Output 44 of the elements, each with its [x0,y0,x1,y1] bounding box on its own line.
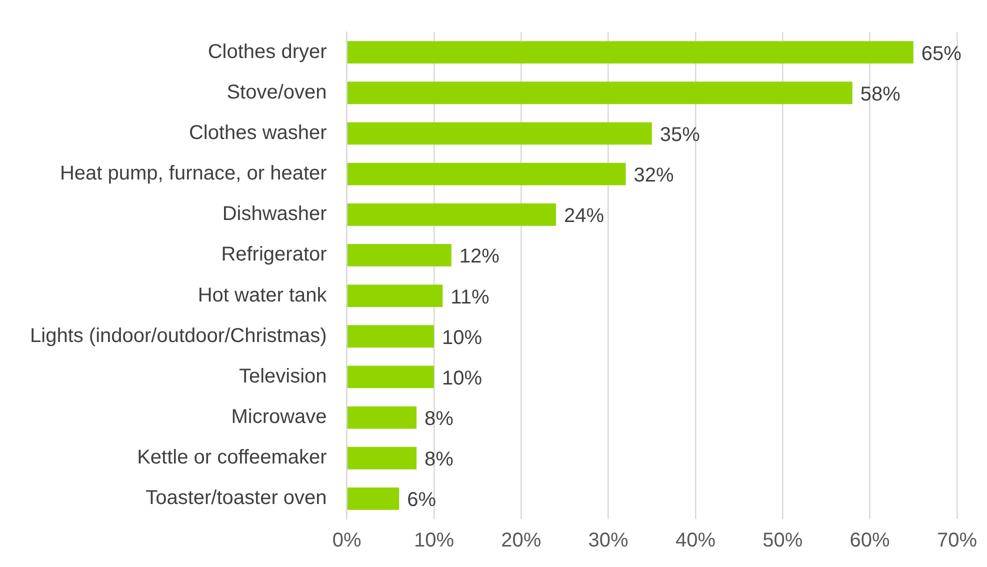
x-tick-label: 50% [762,530,803,552]
data-label: 35% [660,124,700,146]
bar [347,366,434,388]
x-tick-label: 60% [850,530,890,552]
x-tick-label: 10% [414,530,454,552]
data-label: 6% [407,489,436,512]
data-label: 8% [424,408,454,430]
bar [347,325,434,348]
x-tick-label: 30% [588,530,629,552]
bar [347,244,452,266]
data-label: 10% [442,326,482,349]
bar [347,162,626,186]
data-label: 24% [564,205,604,228]
bar [347,284,443,308]
bar [347,487,400,510]
data-label: 32% [634,164,674,187]
x-tick-label: 40% [675,530,716,552]
x-tick-label: 0% [332,530,362,552]
y-tick-label: Toaster/toaster oven [146,487,327,510]
y-tick-label: Stove/oven [226,81,327,104]
y-tick-label: Television [238,365,327,388]
data-label: 10% [442,367,482,390]
y-tick-label: Kettle or coffeemaker [137,446,328,469]
y-tick-label: Refrigerator [221,244,328,266]
data-label: 65% [921,42,962,65]
y-tick-label: Dishwasher [222,203,328,226]
bar [347,406,417,429]
bar [347,82,852,104]
bar [347,41,914,64]
y-tick-label: Lights (indoor/outdoor/Christmas) [30,324,327,347]
data-label: 11% [450,286,490,308]
y-tick-label: Clothes dryer [208,40,328,63]
bar [347,446,417,470]
data-label: 8% [424,448,454,471]
y-tick-label: Heat pump, furnace, or heater [60,162,328,185]
x-tick-label: 70% [936,530,978,552]
data-label: 12% [459,246,500,268]
x-tick-label: 20% [501,530,542,552]
y-tick-label: Hot water tank [198,284,328,306]
bar [347,203,556,226]
y-tick-label: Clothes washer [188,122,328,144]
bar [347,122,652,145]
data-label: 58% [860,83,901,106]
y-tick-label: Microwave [231,406,327,428]
